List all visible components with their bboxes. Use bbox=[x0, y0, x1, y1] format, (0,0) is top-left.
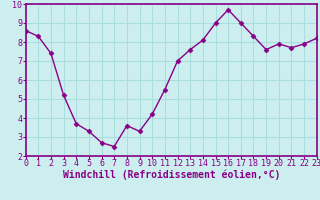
X-axis label: Windchill (Refroidissement éolien,°C): Windchill (Refroidissement éolien,°C) bbox=[62, 170, 280, 180]
